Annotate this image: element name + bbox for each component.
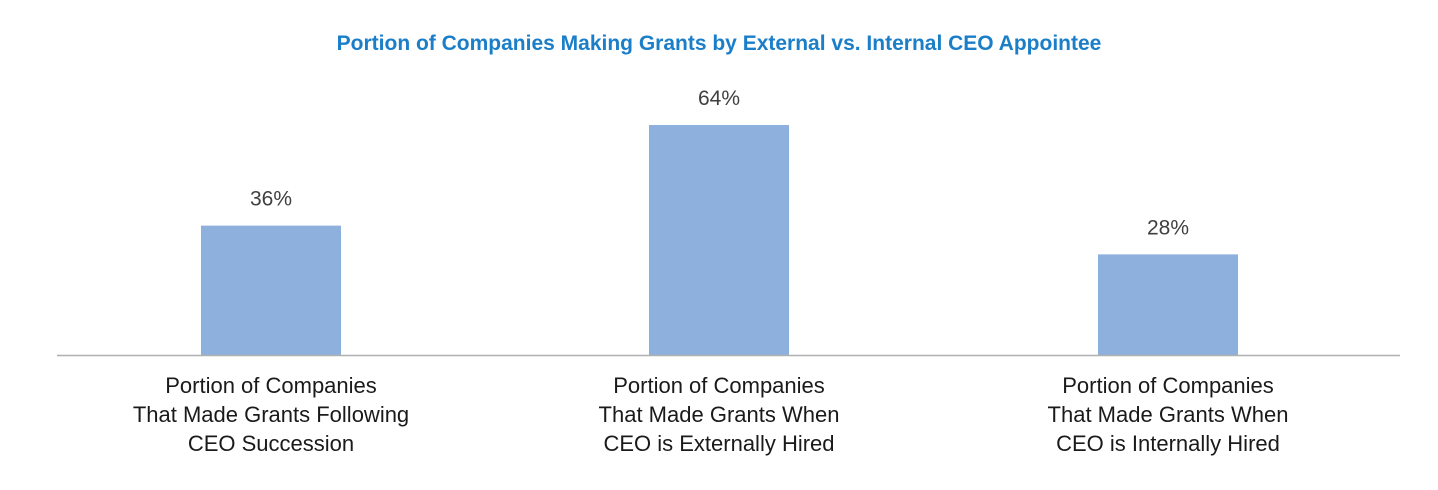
bar-2 [649, 125, 789, 355]
category-label-line: CEO is Externally Hired [603, 431, 834, 456]
category-label-line: That Made Grants Following [133, 402, 409, 427]
category-label-line: Portion of Companies [1062, 373, 1274, 398]
category-label-3: Portion of Companies That Made Grants Whe… [1048, 373, 1289, 456]
category-label-line: That Made Grants When [599, 402, 840, 427]
bar-1 [201, 225, 341, 355]
category-label-line: Portion of Companies [613, 373, 825, 398]
category-label-2: Portion of Companies That Made Grants Whe… [599, 373, 840, 456]
category-label-1: Portion of Companies That Made Grants Fol… [133, 373, 409, 456]
category-label-line: CEO is Internally Hired [1056, 431, 1280, 456]
value-labels-layer: 36% 64% 28% [250, 87, 1189, 239]
bar-3 [1098, 254, 1238, 355]
bars-layer [201, 125, 1238, 355]
category-label-line: CEO Succession [188, 431, 354, 456]
chart-title: Portion of Companies Making Grants by Ex… [336, 32, 1102, 55]
category-label-line: That Made Grants When [1048, 402, 1289, 427]
data-label-3: 28% [1147, 216, 1189, 239]
tick-labels-layer: Portion of Companies That Made Grants Fol… [133, 373, 1289, 456]
data-label-2: 64% [698, 87, 740, 110]
category-label-line: Portion of Companies [165, 373, 377, 398]
data-label-1: 36% [250, 188, 292, 211]
